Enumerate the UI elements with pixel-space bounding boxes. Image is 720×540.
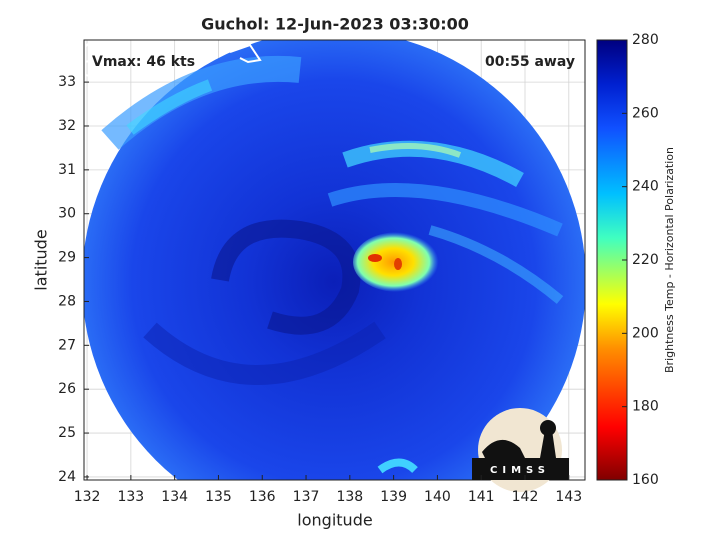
y-tick-label: 27 — [58, 337, 76, 353]
x-tick-label: 143 — [555, 489, 582, 505]
x-tick-label: 135 — [205, 489, 232, 505]
y-tick-label: 30 — [58, 206, 76, 222]
x-tick-label: 133 — [117, 489, 144, 505]
colorbar-tick-label: 160 — [632, 472, 659, 488]
colorbar-tick-label: 240 — [632, 179, 659, 195]
y-tick-label: 32 — [58, 118, 76, 134]
x-tick-label: 134 — [161, 489, 188, 505]
colorbar-tick-label: 260 — [632, 105, 659, 121]
y-tick-label: 24 — [58, 469, 76, 485]
x-tick-label: 136 — [249, 489, 276, 505]
chart-title: Guchol: 12-Jun-2023 03:30:00 — [201, 15, 469, 34]
plot-frame — [83, 39, 586, 481]
y-tick-label: 25 — [58, 425, 76, 441]
y-tick-label: 33 — [58, 74, 76, 90]
colorbar-label: Brightness Temp - Horizontal Polarizatio… — [663, 147, 676, 373]
y-tick-label: 26 — [58, 381, 76, 397]
colorbar-tick-label: 220 — [632, 252, 659, 268]
y-axis-label: latitude — [32, 229, 51, 290]
x-axis-label: longitude — [297, 511, 372, 530]
x-tick-label: 140 — [424, 489, 451, 505]
colorbar-tick-label: 180 — [632, 399, 659, 415]
x-tick-label: 132 — [74, 489, 101, 505]
x-tick-label: 142 — [512, 489, 539, 505]
y-tick-label: 28 — [58, 293, 76, 309]
colorbar-tick-label: 280 — [632, 32, 659, 48]
y-tick-label: 29 — [58, 250, 76, 266]
time-annotation: 00:55 away — [485, 54, 575, 70]
y-tick-label: 31 — [58, 162, 76, 178]
x-tick-label: 141 — [468, 489, 495, 505]
x-tick-label: 137 — [293, 489, 320, 505]
logo-text: CIMSS — [490, 465, 550, 476]
satellite-image — [84, 40, 585, 480]
colorbar-tick-label: 200 — [632, 325, 659, 341]
x-tick-label: 138 — [336, 489, 363, 505]
cimss-logo: CIMSS — [472, 408, 569, 492]
x-tick-label: 139 — [380, 489, 407, 505]
vmax-annotation: Vmax: 46 kts — [92, 54, 195, 70]
